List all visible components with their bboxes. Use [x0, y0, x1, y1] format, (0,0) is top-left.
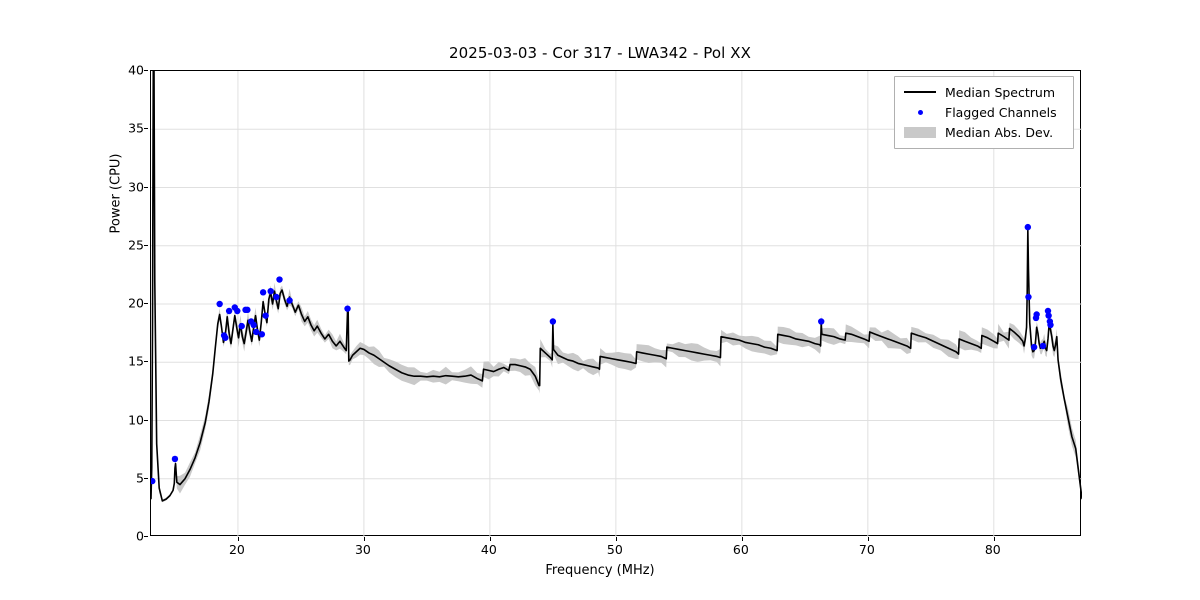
- legend-label: Median Abs. Dev.: [945, 124, 1054, 140]
- x-tick-label-group: 20 30 40 50 60 70 80: [150, 542, 1081, 562]
- y-tick-mark: [144, 419, 148, 421]
- y-tick-mark: [144, 70, 148, 71]
- y-tick-mark: [144, 128, 148, 130]
- x-tick-label: 40: [480, 542, 497, 557]
- chart-legend: Median Spectrum Flagged Channels Median …: [894, 76, 1074, 149]
- x-tick-mark: [993, 537, 995, 541]
- y-tick-mark: [144, 303, 148, 304]
- x-tick-mark: [237, 537, 239, 541]
- legend-item-flagged-channels: Flagged Channels: [902, 102, 1066, 122]
- y-tick-label: 25: [128, 237, 144, 253]
- median-spectrum-line: [151, 71, 1082, 502]
- x-axis-label: Frequency (MHz): [545, 563, 655, 578]
- y-tick-mark: [144, 477, 148, 479]
- x-tick-label: 20: [228, 542, 245, 557]
- y-tick-label: 5: [136, 470, 144, 486]
- band-swatch-icon: [902, 124, 938, 140]
- legend-label: Flagged Channels: [945, 104, 1057, 120]
- y-tick-label: 10: [128, 412, 144, 427]
- y-tick-label: 35: [128, 120, 144, 136]
- x-tick-mark: [489, 537, 491, 541]
- y-tick-label: 15: [128, 353, 144, 369]
- y-tick-mark: [144, 244, 148, 246]
- x-tick-label: 70: [858, 542, 875, 557]
- y-tick-label: 20: [128, 295, 144, 311]
- x-tick-mark: [363, 537, 365, 541]
- y-tick-label: 40: [128, 62, 144, 78]
- x-tick-mark: [615, 537, 617, 541]
- x-tick-label: 50: [606, 542, 623, 557]
- x-tick-label: 60: [732, 542, 749, 557]
- y-tick-label-group: 0 5 10 15 20 25 30 35 40: [104, 63, 148, 544]
- dot-swatch-icon: [902, 104, 938, 120]
- legend-item-median-abs-dev: Median Abs. Dev.: [902, 122, 1066, 142]
- chart-title: 2025-03-03 - Cor 317 - LWA342 - Pol XX: [448, 44, 752, 62]
- y-tick-label: 0: [136, 528, 144, 544]
- y-tick-label: 30: [128, 179, 144, 194]
- y-tick-mark: [144, 361, 148, 363]
- y-tick-mark: [144, 536, 148, 537]
- line-swatch-icon: [902, 84, 938, 100]
- x-tick-label: 30: [354, 542, 371, 557]
- y-tick-mark: [144, 186, 148, 188]
- legend-label: Median Spectrum: [945, 84, 1056, 100]
- x-tick-label: 80: [984, 542, 1001, 557]
- legend-item-median-spectrum: Median Spectrum: [902, 82, 1066, 102]
- x-tick-mark: [741, 537, 743, 541]
- flagged-channel-points: [151, 223, 1054, 485]
- x-tick-mark: [867, 537, 869, 541]
